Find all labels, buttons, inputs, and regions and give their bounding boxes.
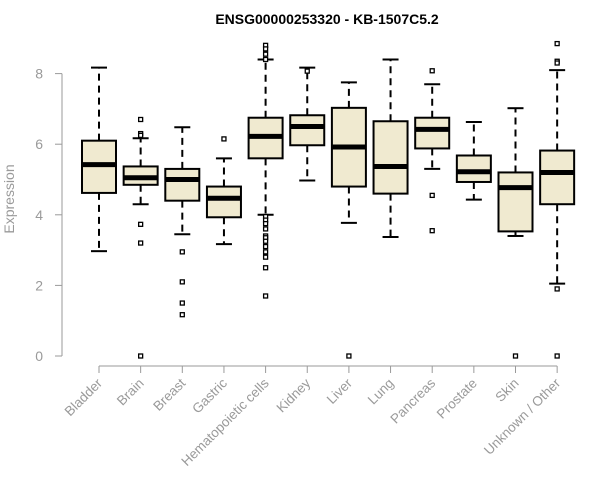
outlier-point <box>429 68 435 74</box>
box-unknown-other <box>539 40 576 359</box>
x-tick-label: Bladder <box>62 375 106 419</box>
x-tick-label: Kidney <box>274 375 314 415</box>
x-tick-label: Liver <box>324 375 356 407</box>
y-tick-label: 8 <box>35 66 43 82</box>
x-tick-label: Gastric <box>189 375 230 416</box>
y-tick-label: 2 <box>35 277 43 293</box>
box-breast <box>164 126 201 318</box>
x-tick-label: Breast <box>150 375 188 413</box>
outlier-point <box>512 353 519 359</box>
box-bladder <box>81 66 117 253</box>
box-pancreas <box>414 68 451 234</box>
outlier-point <box>179 249 185 255</box>
box-brain <box>122 116 159 359</box>
outlier-point <box>554 60 560 66</box>
outlier-point <box>554 40 560 47</box>
y-tick-label: 4 <box>35 207 43 223</box>
outlier-point <box>262 46 269 52</box>
x-tick-label: Skin <box>492 376 521 405</box>
outlier-point <box>262 238 269 244</box>
chart-title: ENSG00000253320 - KB-1507C5.2 <box>215 11 439 27</box>
outlier-point <box>179 279 185 285</box>
outlier-point <box>179 300 185 306</box>
outlier-point <box>346 353 352 359</box>
box-series <box>81 40 576 359</box>
y-axis: 0 2 4 6 8 <box>35 66 63 364</box>
y-tick-label: 0 <box>35 348 43 364</box>
box-kidney <box>289 66 326 182</box>
outlier-point <box>262 51 269 57</box>
box-iqr <box>455 154 492 183</box>
box-iqr <box>539 149 576 206</box>
box-iqr <box>372 120 409 195</box>
box-hematopoietic-cells <box>247 42 284 299</box>
outlier-point <box>137 353 144 359</box>
outlier-point <box>429 192 435 199</box>
box-gastric <box>205 136 242 246</box>
box-iqr <box>289 114 326 147</box>
outlier-point <box>429 228 435 234</box>
outlier-point <box>262 265 269 271</box>
outlier-point <box>179 312 185 318</box>
outlier-point <box>262 293 269 299</box>
box-iqr <box>414 116 451 150</box>
outlier-point <box>137 240 144 246</box>
outlier-point <box>262 254 269 260</box>
outlier-point <box>554 286 560 292</box>
outlier-point <box>137 221 144 227</box>
outlier-point <box>221 136 227 142</box>
y-axis-label: Expression <box>1 164 17 233</box>
box-liver <box>330 81 367 359</box>
outlier-point <box>554 353 560 359</box>
outlier-point <box>262 226 269 232</box>
outlier-point <box>262 249 269 255</box>
x-tick-label: Brain <box>114 376 147 409</box>
x-tick-label: Unknown / Other <box>481 375 564 458</box>
box-iqr <box>205 185 242 219</box>
outlier-point <box>304 68 310 74</box>
outlier-point <box>262 56 269 63</box>
box-iqr <box>164 167 201 202</box>
y-tick-label: 6 <box>35 136 43 152</box>
outlier-point <box>137 132 144 139</box>
x-tick-label: Prostate <box>434 376 480 422</box>
box-skin <box>497 107 534 359</box>
box-iqr <box>497 171 534 233</box>
outlier-point <box>262 243 269 250</box>
x-tick-label: Pancreas <box>387 375 438 426</box>
box-prostate <box>455 120 492 201</box>
outlier-point <box>137 116 144 123</box>
outlier-point <box>262 220 269 227</box>
box-lung <box>372 58 409 239</box>
x-tick-label: Lung <box>365 376 397 408</box>
